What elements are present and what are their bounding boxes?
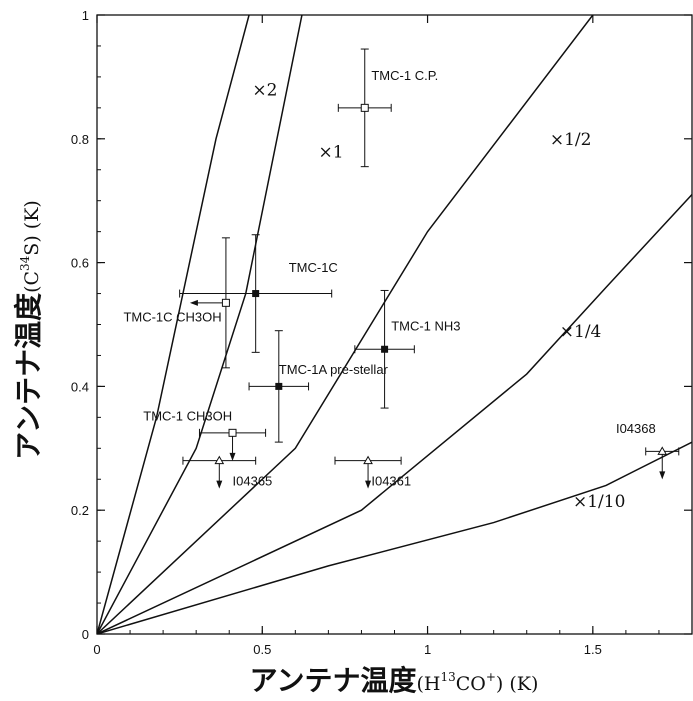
x-tick-label: 1	[424, 642, 431, 657]
y-tick-label: 0.6	[71, 256, 89, 271]
open-triangle-marker	[657, 446, 668, 455]
data-point: TMC-1 NH3	[354, 289, 461, 409]
data-point: I04365	[182, 455, 273, 489]
open-square-marker	[360, 103, 369, 112]
ratio-lines: ×2 ×1 ×1/2 ×1/4 ×1/10	[97, 15, 692, 634]
data-point-label: TMC-1C	[289, 260, 338, 275]
ratio-line-label: ×1/4	[560, 322, 602, 342]
data-point-label: TMC-1C CH3OH	[123, 309, 221, 324]
axis-ticks	[96, 14, 692, 635]
data-point: TMC-1A pre-stellar	[248, 330, 389, 443]
x-axis-title-sup1: 13	[440, 670, 455, 684]
upper-limit-arrowhead	[189, 299, 198, 306]
upper-limit-arrowhead	[659, 471, 666, 480]
y-tick-label: 1	[82, 8, 89, 23]
y-tick-label: 0.2	[71, 503, 89, 518]
x-tick-label: 1.5	[584, 642, 602, 657]
data-point: TMC-1 C.P.	[337, 48, 438, 168]
data-point: TMC-1C	[179, 234, 338, 353]
upper-limit-arrowhead	[365, 480, 372, 489]
y-axis-title-paren: (C	[21, 271, 43, 293]
ratio-line-label: ×1/2	[550, 130, 592, 150]
y-tick-label: 0.8	[71, 132, 89, 147]
data-point: TMC-1 CH3OH	[143, 408, 267, 461]
y-tick-label: 0.4	[71, 379, 89, 394]
y-axis-title-end: S) (K)	[21, 200, 43, 256]
x-axis-title-main: アンテナ温度	[250, 664, 417, 697]
y-axis-title: アンテナ温度(C34S) (K)	[12, 200, 45, 460]
filled-square-marker	[381, 345, 389, 353]
data-point-label: TMC-1 CH3OH	[143, 408, 232, 423]
data-point: I04368	[616, 421, 680, 480]
ratio-line	[97, 15, 250, 634]
open-square-marker	[221, 298, 230, 307]
y-tick-label: 0	[82, 627, 89, 642]
ratio-line	[97, 441, 692, 634]
open-triangle-marker	[214, 455, 225, 465]
x-axis-title-paren: (H	[416, 673, 440, 695]
data-point-label: TMC-1 NH3	[391, 319, 460, 334]
ratio-line	[97, 194, 692, 634]
ratio-line	[97, 15, 303, 634]
tick-labels: 0 0.5 1 1.5 0 0.2 0.4 0.6 0.8 1	[71, 8, 602, 657]
data-point-label: I04361	[371, 473, 411, 488]
ratio-line-label: ×1/10	[573, 492, 625, 512]
x-axis-title-end: ) (K)	[496, 673, 538, 695]
x-tick-label: 0.5	[253, 642, 271, 657]
open-square-marker	[228, 428, 237, 437]
filled-square-marker	[252, 290, 260, 298]
y-axis-title-main: アンテナ温度	[12, 293, 45, 460]
x-axis-title-mid: CO	[456, 673, 486, 695]
data-point-label: I04365	[233, 473, 273, 488]
data-point: TMC-1C CH3OH	[123, 237, 230, 369]
upper-limit-arrowhead	[216, 480, 223, 489]
data-point-label: TMC-1A pre-stellar	[279, 362, 389, 377]
data-point-label: I04368	[616, 421, 656, 436]
ratio-line-label: ×1	[318, 142, 343, 162]
data-point-label: TMC-1 C.P.	[371, 68, 438, 83]
upper-limit-arrowhead	[229, 452, 236, 461]
x-tick-label: 0	[93, 642, 100, 657]
x-axis-title: アンテナ温度(H13CO+) (K)	[250, 664, 539, 697]
open-triangle-marker	[363, 455, 373, 465]
data-points: TMC-1 C.P. TMC-1C TMC-1C CH3OH TMC-1 NH3 TMC…	[123, 48, 680, 489]
data-point: I04361	[334, 455, 411, 489]
y-axis-title-sup: 34	[18, 255, 32, 271]
ratio-line	[97, 15, 594, 634]
ratio-line-label: ×2	[252, 80, 277, 100]
filled-square-marker	[275, 382, 283, 390]
x-axis-title-sup2: +	[486, 670, 496, 684]
